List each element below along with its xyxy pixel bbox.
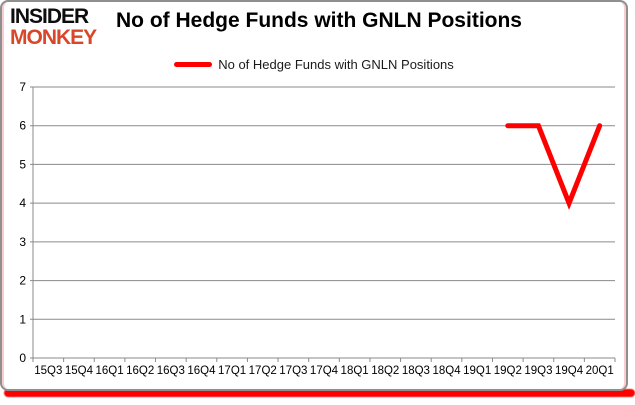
x-tick-label: 19Q1	[463, 365, 491, 377]
x-tick-label: 20Q1	[586, 365, 614, 377]
y-tick-label: 6	[19, 119, 26, 133]
y-tick-label: 0	[19, 351, 26, 365]
x-tick-label: 17Q3	[279, 365, 307, 377]
x-tick-label: 15Q4	[65, 365, 94, 377]
x-tick-label: 17Q2	[249, 365, 277, 377]
x-tick-label: 18Q1	[341, 365, 369, 377]
x-tick-label: 16Q3	[157, 365, 185, 377]
x-tick-label: 16Q4	[187, 365, 216, 377]
x-tick-label: 16Q2	[126, 365, 154, 377]
legend-line-swatch	[174, 62, 213, 67]
x-tick-label: 15Q3	[34, 365, 62, 377]
y-tick-label: 2	[19, 274, 26, 288]
series-line	[505, 123, 603, 210]
insider-monkey-logo: INSIDER MONKEY	[10, 5, 97, 49]
y-tick-label: 4	[19, 196, 26, 210]
x-tick-label: 18Q3	[402, 365, 430, 377]
y-tick-label: 1	[19, 312, 26, 326]
x-tick-label: 16Q1	[96, 365, 124, 377]
chart-card	[0, 0, 628, 391]
page-title: No of Hedge Funds with GNLN Positions	[116, 9, 522, 32]
x-tick-label: 18Q4	[432, 365, 461, 377]
logo-line1: INSIDER	[10, 5, 89, 28]
legend-label: No of Hedge Funds with GNLN Positions	[218, 57, 454, 72]
y-tick-label: 7	[19, 80, 26, 94]
x-tick-label: 17Q4	[310, 365, 339, 377]
x-tick-label: 19Q3	[524, 365, 552, 377]
x-tick-label: 19Q4	[555, 365, 584, 377]
x-tick-label: 17Q1	[218, 365, 246, 377]
logo-line2: MONKEY	[10, 26, 97, 49]
x-tick-label: 19Q2	[494, 365, 522, 377]
legend: No of Hedge Funds with GNLN Positions	[0, 57, 628, 72]
bottom-red-shadow	[4, 389, 635, 397]
y-tick-label: 5	[19, 157, 26, 171]
x-tick-label: 18Q2	[371, 365, 399, 377]
y-tick-label: 3	[19, 235, 26, 249]
